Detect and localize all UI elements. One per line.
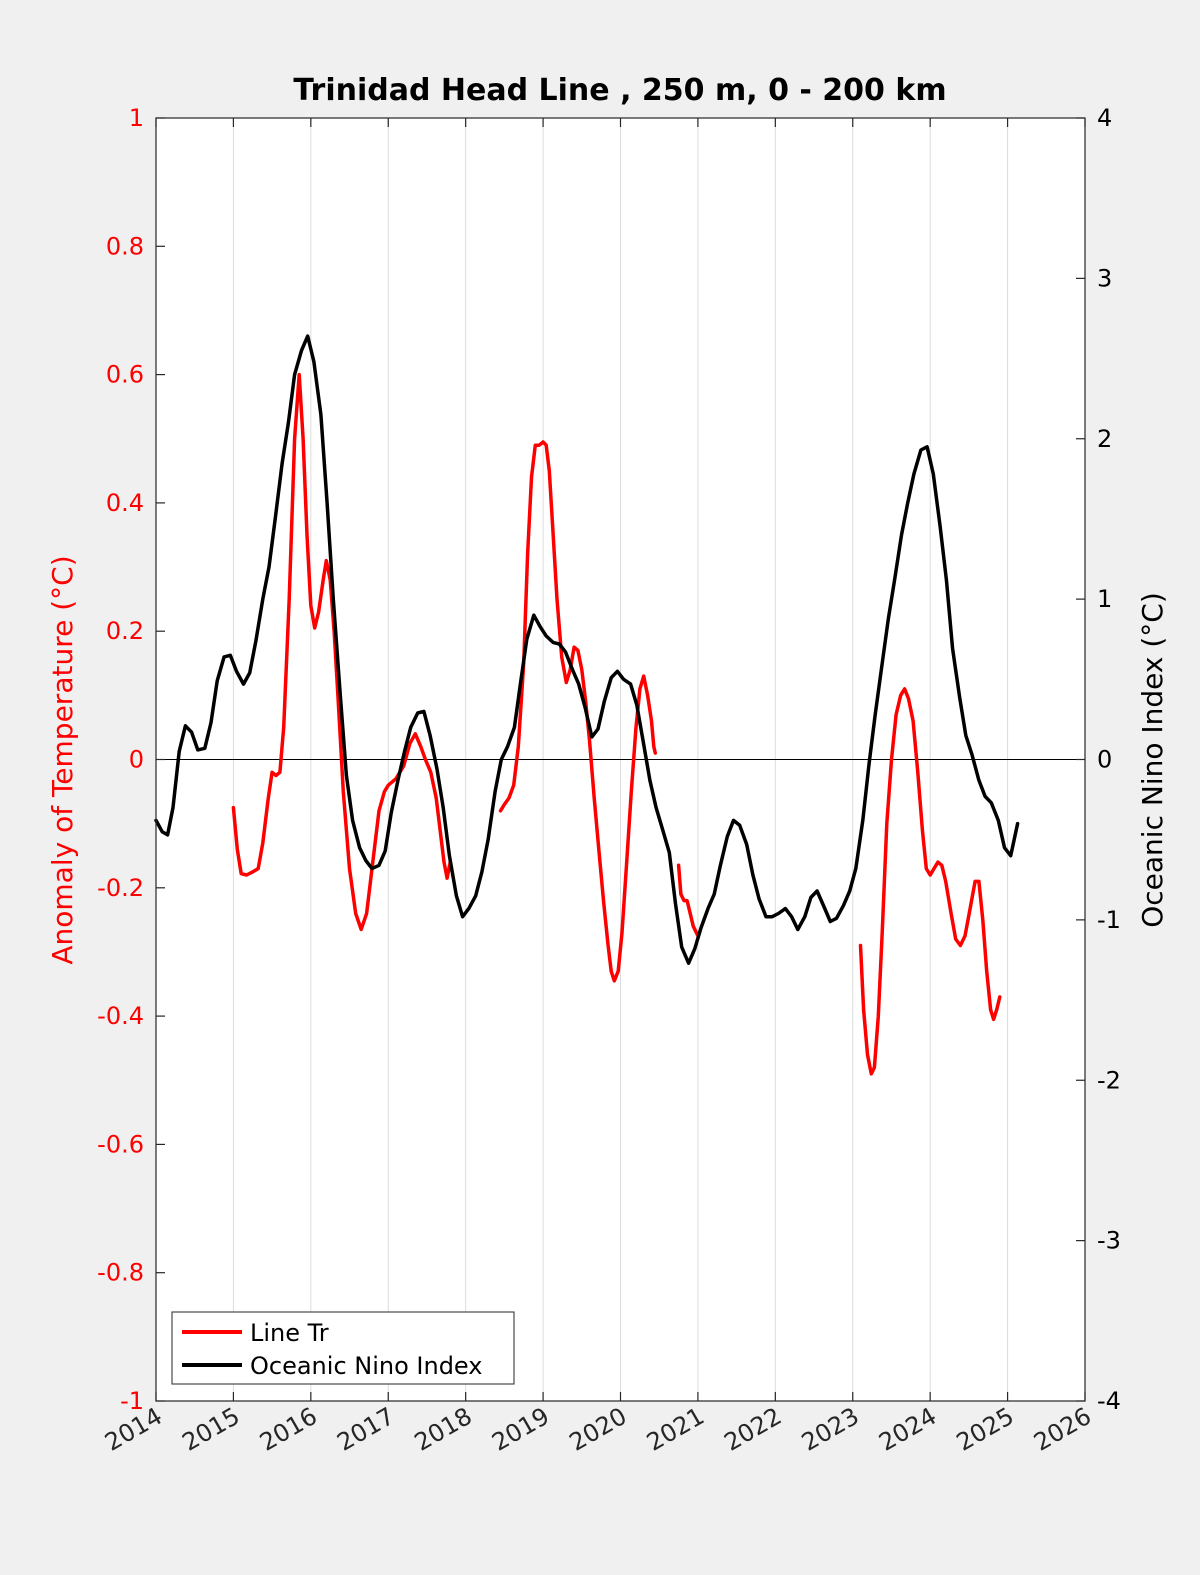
y-left-axis-title: Anomaly of Temperature (°C) xyxy=(46,555,79,964)
y-left-tick-label: -1 xyxy=(120,1387,144,1415)
y-right-axis-title: Oceanic Nino Index (°C) xyxy=(1136,592,1169,928)
y-left-tick-label: 1 xyxy=(129,104,144,132)
legend-box xyxy=(171,1311,515,1385)
y-right-tick-label: -2 xyxy=(1097,1066,1121,1094)
chart-title: Trinidad Head Line , 250 m, 0 - 200 km xyxy=(293,73,946,108)
y-left-tick-label: -0.8 xyxy=(97,1259,144,1287)
y-left-tick-label: 0.8 xyxy=(106,232,144,260)
y-left-tick-label: -0.4 xyxy=(97,1002,144,1030)
y-right-tick-label: 2 xyxy=(1097,425,1112,453)
series-oni-segment-0 xyxy=(154,334,1020,965)
series-line-tr-segment-1 xyxy=(498,440,658,983)
y-left-tick-label: 0.4 xyxy=(106,489,144,517)
y-right-tick-label: -3 xyxy=(1097,1227,1121,1255)
y-right-tick-label: 4 xyxy=(1097,104,1112,132)
y-left-tick-label: -0.2 xyxy=(97,874,144,902)
y-left-tick-label: -0.6 xyxy=(97,1130,144,1158)
y-right-tick-label: -1 xyxy=(1097,906,1121,934)
y-right-tick-label: 3 xyxy=(1097,264,1112,292)
y-left-tick-label: 0.2 xyxy=(106,617,144,645)
y-left-tick-label: 0 xyxy=(129,746,144,774)
legend-label-oni: Oceanic Nino Index xyxy=(250,1352,482,1380)
series-layer xyxy=(154,334,1020,1076)
y-right-tick-label: 0 xyxy=(1097,746,1112,774)
series-line-tr-segment-2 xyxy=(676,863,700,938)
series-line-tr-segment-3 xyxy=(858,687,1002,1076)
legend: Line Tr Oceanic Nino Index xyxy=(171,1311,515,1385)
y-left-tick-label: 0.6 xyxy=(106,361,144,389)
y-right-tick-label: -4 xyxy=(1097,1387,1121,1415)
legend-label-line-tr: Line Tr xyxy=(250,1319,329,1347)
y-right-tick-label: 1 xyxy=(1097,585,1112,613)
